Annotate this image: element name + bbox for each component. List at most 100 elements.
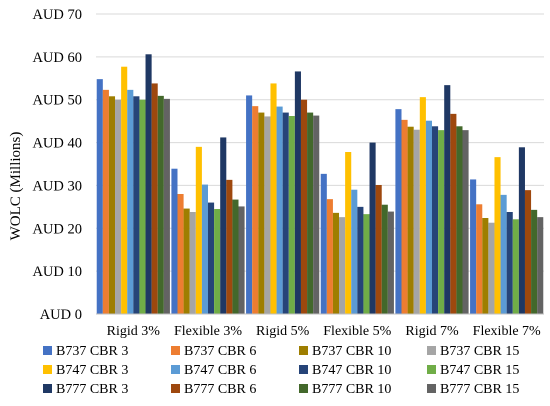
bar [121, 66, 128, 315]
bar [246, 95, 253, 315]
bar [494, 157, 501, 314]
legend-label: B777 CBR 3 [56, 382, 128, 397]
bar [332, 212, 340, 314]
bar [232, 199, 239, 314]
bar [395, 109, 402, 314]
bar [450, 113, 457, 314]
bar [313, 115, 320, 314]
legend-label: B747 CBR 10 [312, 363, 391, 378]
bar [476, 204, 483, 314]
bar-series [96, 54, 544, 315]
bar [518, 147, 525, 314]
legend-swatch [43, 384, 52, 393]
bar [226, 179, 233, 314]
bar [363, 214, 370, 314]
bar [345, 152, 352, 314]
bar [102, 89, 109, 314]
bar [288, 116, 295, 314]
bar [171, 168, 178, 314]
legend-label: B737 CBR 6 [184, 344, 256, 359]
legend-label: B737 CBR 3 [56, 344, 128, 359]
y-tick-label: AUD 40 [32, 136, 82, 152]
bar [326, 199, 333, 314]
legend-swatch [43, 365, 52, 374]
bar [419, 97, 426, 314]
bar [339, 217, 346, 314]
bar [133, 96, 140, 314]
legend-swatch [299, 365, 308, 374]
bar [407, 126, 414, 315]
bar [531, 209, 538, 314]
legend-swatch [43, 346, 52, 355]
bar [524, 190, 532, 314]
bar [157, 95, 164, 314]
bar [276, 106, 283, 314]
bar [139, 99, 146, 315]
legend-label: B747 CBR 6 [184, 363, 256, 378]
bar [282, 112, 289, 314]
legend-swatch [427, 384, 436, 393]
bar [127, 89, 134, 314]
bar [375, 185, 382, 314]
bar [488, 222, 495, 314]
bar [413, 129, 420, 314]
y-tick-label: AUD 60 [32, 50, 82, 66]
bar [425, 120, 432, 315]
bar [537, 217, 544, 314]
bar [506, 212, 513, 314]
y-tick-label: AUD 50 [32, 93, 82, 109]
x-tick-labels: Rigid 3% Flexible 3% Rigid 5% Flexible 5% Ri… [107, 324, 541, 339]
legend-swatch [171, 365, 180, 374]
gridlines [96, 13, 544, 272]
x-tick-label: Flexible 5% [323, 324, 391, 339]
bar [264, 116, 271, 315]
bar [189, 212, 196, 314]
bar [307, 112, 314, 314]
bar [512, 219, 519, 314]
bar [401, 119, 408, 314]
y-axis-label: WOLC (Millions) [8, 132, 24, 241]
bar [482, 218, 489, 314]
bar [208, 202, 215, 314]
y-tick-label: AUD 10 [32, 264, 82, 280]
bar [470, 179, 477, 314]
bar [145, 54, 152, 314]
bar [115, 99, 122, 315]
legend-swatch [299, 384, 308, 393]
bar [444, 85, 451, 314]
legend: B737 CBR 3 B737 CBR 6 B737 CBR 10 B737 CBR … [43, 344, 519, 397]
bar [177, 194, 184, 314]
y-tick-labels: AUD 0 AUD 10 AUD 20 AUD 30 AUD 40 AUD 50 AUD 6… [32, 7, 82, 323]
bar [369, 142, 376, 314]
bar [258, 112, 265, 314]
bar [195, 146, 202, 314]
legend-swatch [299, 346, 308, 355]
legend-label: B777 CBR 6 [184, 382, 256, 397]
bar [108, 96, 116, 314]
legend-swatch [427, 365, 436, 374]
bar [432, 126, 439, 314]
legend-swatch [171, 346, 180, 355]
x-tick-label: Flexible 3% [174, 324, 242, 339]
x-tick-label: Rigid 3% [107, 324, 161, 339]
bar [270, 83, 277, 315]
legend-label: B777 CBR 10 [312, 382, 391, 397]
bar [183, 208, 190, 314]
legend-label: B747 CBR 15 [440, 363, 519, 378]
bar [163, 98, 170, 314]
x-tick-label: Rigid 7% [405, 324, 459, 339]
bar [151, 83, 158, 315]
legend-label: B737 CBR 15 [440, 344, 519, 359]
x-tick-label: Flexible 7% [473, 324, 541, 339]
bar [500, 194, 507, 314]
legend-label: B737 CBR 10 [312, 344, 391, 359]
y-tick-label: AUD 0 [40, 307, 82, 323]
legend-swatch [171, 384, 180, 393]
y-tick-label: AUD 20 [32, 221, 82, 237]
bar [320, 173, 327, 314]
legend-swatch [427, 346, 436, 355]
bar [201, 184, 208, 314]
legend-label: B747 CBR 3 [56, 363, 128, 378]
bar [294, 71, 301, 315]
